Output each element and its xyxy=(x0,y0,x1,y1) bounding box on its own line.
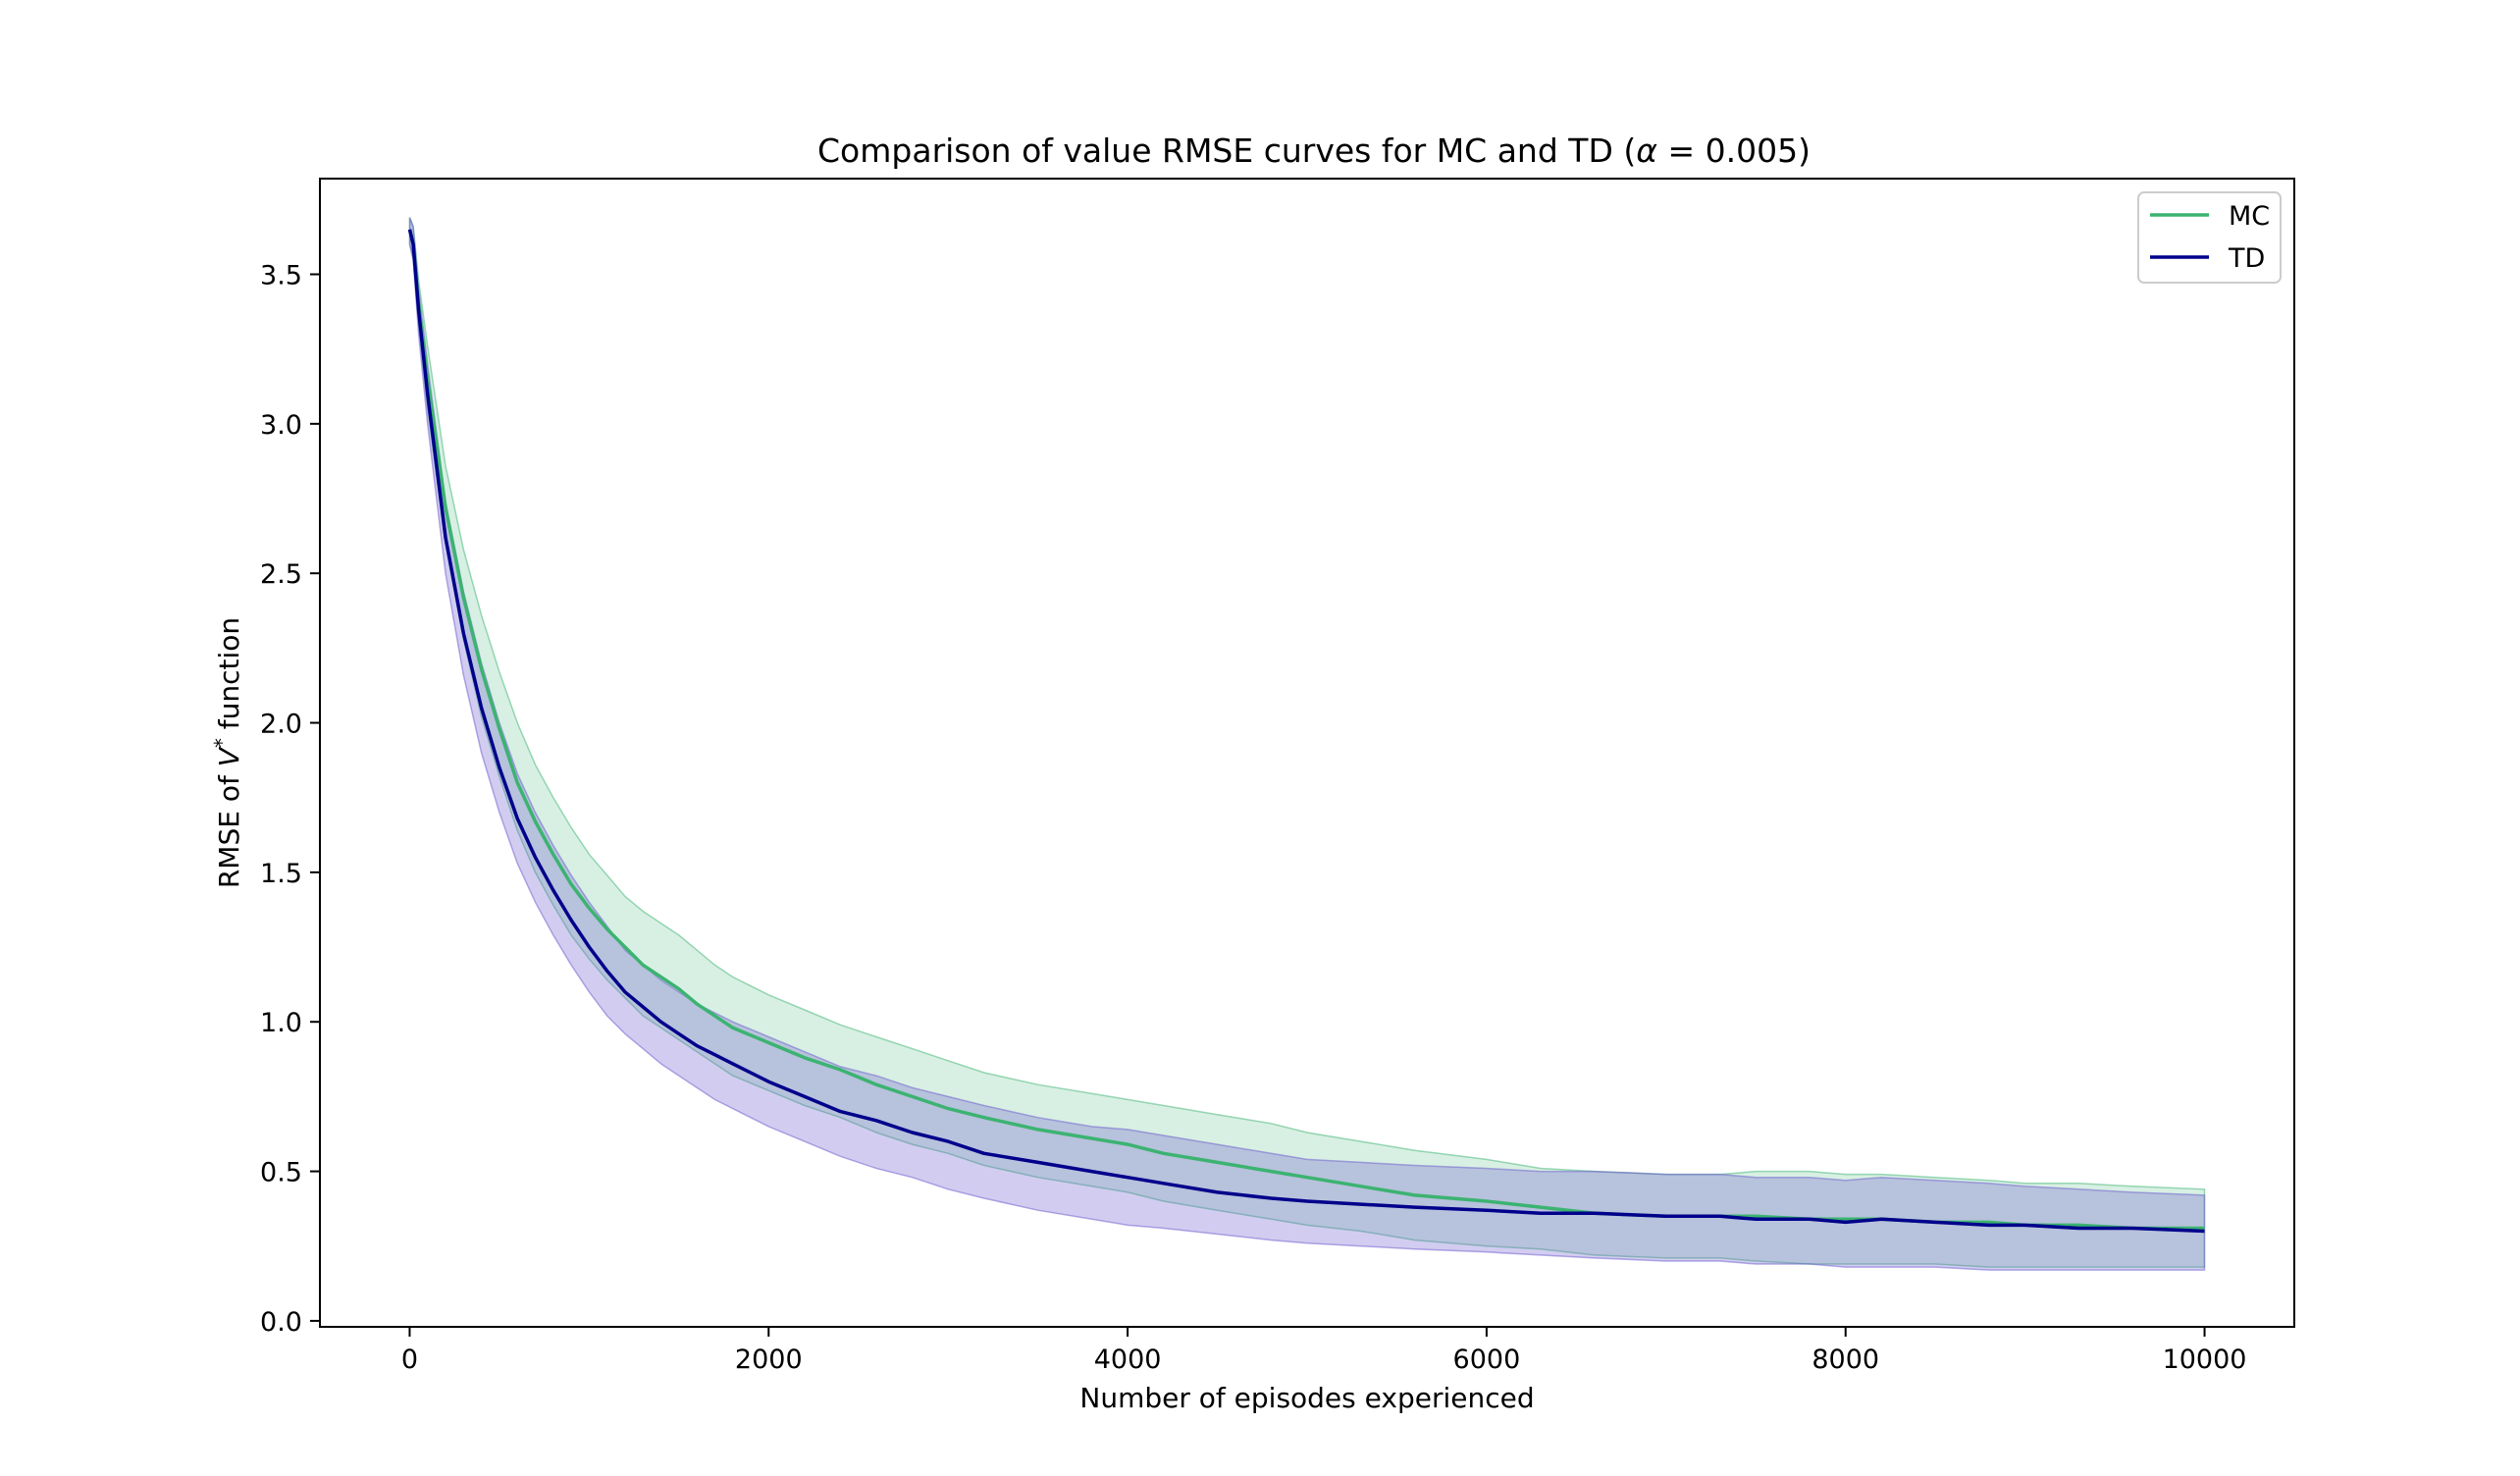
x-tick-label: 4000 xyxy=(1094,1344,1162,1375)
y-tick-label: 0.0 xyxy=(260,1307,302,1338)
chart-title: Comparison of value RMSE curves for MC a… xyxy=(817,132,1811,170)
y-axis-label: RMSE of V* function xyxy=(210,617,245,888)
y-axis-ticks: 0.0 0.5 1.0 1.5 2.0 2.5 3.0 3.5 xyxy=(260,261,320,1338)
band-mc xyxy=(408,217,2206,1268)
x-tick-label: 8000 xyxy=(1811,1344,1879,1375)
line-td xyxy=(407,229,2205,1234)
y-tick-label: 2.0 xyxy=(260,710,302,740)
line-mc xyxy=(407,229,2205,1231)
y-tick-label: 2.5 xyxy=(260,559,302,590)
y-tick-label: 0.5 xyxy=(260,1158,302,1188)
plot-area-frame xyxy=(319,178,2295,1328)
y-tick-label: 1.0 xyxy=(260,1008,302,1038)
legend-label-mc: MC xyxy=(2229,201,2270,232)
band-td xyxy=(408,217,2206,1271)
y-tick-label: 3.0 xyxy=(260,410,302,441)
x-tick-label: 6000 xyxy=(1453,1344,1521,1375)
y-tick-label: 3.5 xyxy=(260,261,302,291)
x-axis-ticks: 0 2000 4000 6000 8000 10000 xyxy=(401,1327,2247,1375)
legend: MC TD xyxy=(2137,191,2282,284)
x-axis-label: Number of episodes experienced xyxy=(1079,1382,1534,1414)
y-tick-label: 1.5 xyxy=(260,859,302,889)
legend-label-td: TD xyxy=(2228,243,2265,274)
x-tick-label: 0 xyxy=(401,1344,418,1375)
x-tick-label: 10000 xyxy=(2163,1344,2247,1375)
x-tick-label: 2000 xyxy=(735,1344,803,1375)
series-lines xyxy=(407,229,2205,1234)
confidence-bands xyxy=(408,217,2206,1271)
